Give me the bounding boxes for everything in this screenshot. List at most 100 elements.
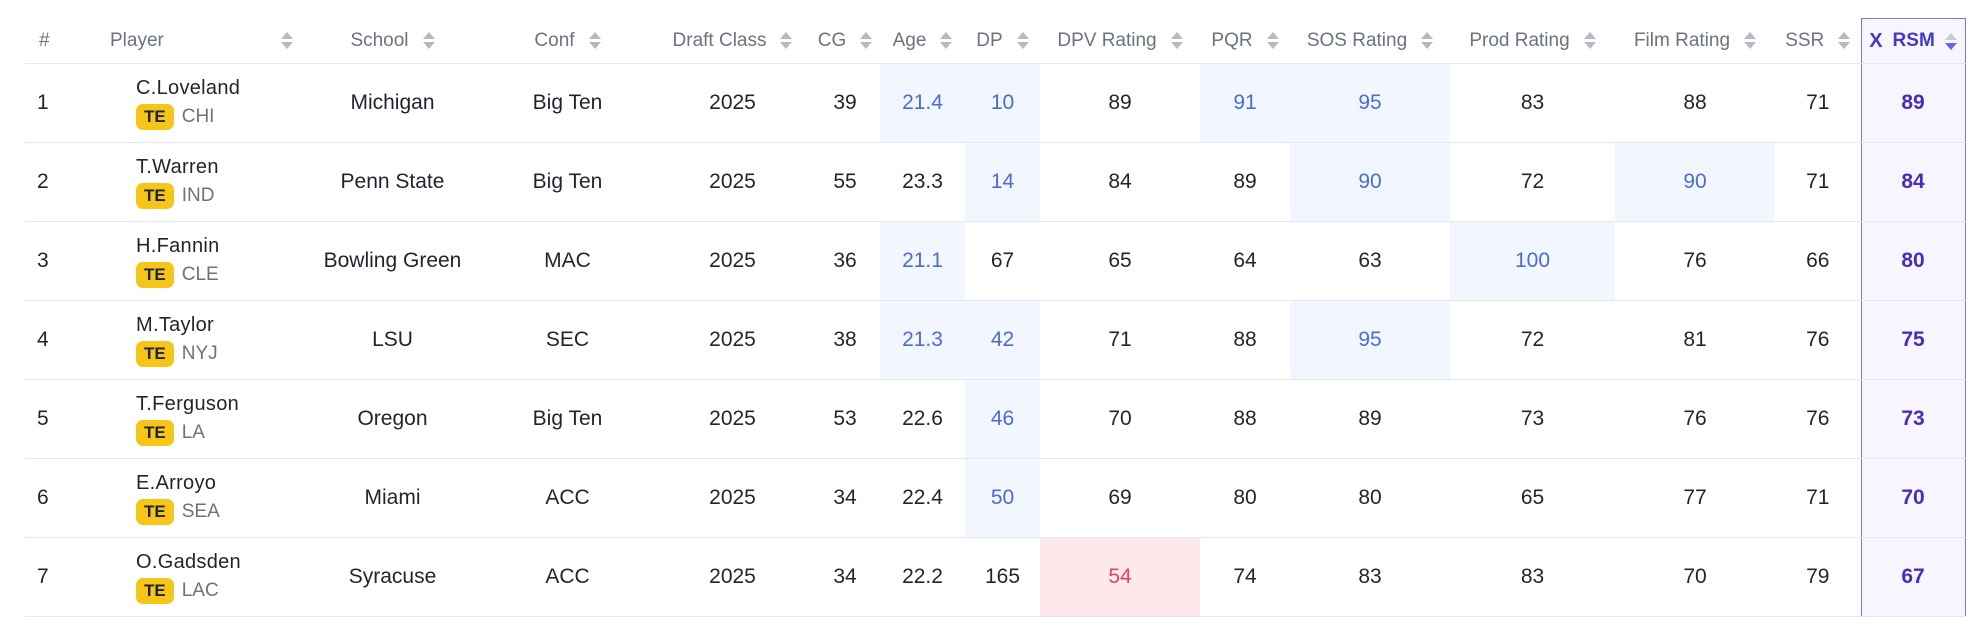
col-header-conf[interactable]: Conf [480,18,655,64]
position-badge: TE [136,104,174,130]
col-header-pqr[interactable]: PQR [1200,18,1290,64]
position-badge: TE [136,341,174,367]
sort-icon[interactable] [1583,32,1596,50]
cell-prod: 73 [1450,379,1615,459]
cell-sos: 95 [1290,300,1450,380]
cell-sos: 63 [1290,221,1450,301]
cell-rank: 7 [25,537,80,617]
cell-draft-class: 2025 [655,142,810,222]
col-header-cg[interactable]: CG [810,18,880,64]
col-header-age[interactable]: Age [880,18,965,64]
cell-film: 88 [1615,63,1775,143]
col-header-film-rating[interactable]: Film Rating [1615,18,1775,64]
sort-desc-icon[interactable] [1944,32,1957,50]
table-body: 1 C.Loveland TE CHI Michigan Big Ten 2025 3… [25,63,1966,617]
sort-icon[interactable] [1266,32,1279,50]
cell-player[interactable]: T.Warren TE IND [80,142,305,222]
player-meta: TE IND [136,183,305,209]
col-header-school[interactable]: School [305,18,480,64]
cell-sos: 83 [1290,537,1450,617]
col-header-rank: # [25,18,80,64]
player-name[interactable]: E.Arroyo [136,472,217,494]
table-row[interactable]: 5 T.Ferguson TE LA Oregon Big Ten 2025 53 22… [25,379,1966,459]
sort-icon[interactable] [588,32,601,50]
table-row[interactable]: 2 T.Warren TE IND Penn State Big Ten 2025 5… [25,142,1966,222]
position-badge: TE [136,578,174,604]
sort-icon[interactable] [780,32,793,50]
cell-age: 22.6 [880,379,965,459]
cell-rsm: 67 [1860,537,1966,617]
table-row[interactable]: 3 H.Fannin TE CLE Bowling Green MAC 2025 36… [25,221,1966,301]
cell-ssr: 76 [1775,300,1861,380]
sort-icon[interactable] [422,32,435,50]
cell-sos: 80 [1290,458,1450,538]
player-name[interactable]: H.Fannin [136,235,220,257]
team-abbrev: LA [181,422,205,443]
position-badge: TE [136,262,174,288]
col-header-sos-rating[interactable]: SOS Rating [1290,18,1450,64]
cell-dp: 50 [965,458,1040,538]
cell-player[interactable]: O.Gadsden TE LAC [80,537,305,617]
col-header-player[interactable]: Player [80,18,305,64]
cell-dp: 67 [965,221,1040,301]
player-name[interactable]: T.Warren [136,156,219,178]
cell-cg: 36 [810,221,880,301]
cell-dp: 14 [965,142,1040,222]
cell-conf: Big Ten [480,63,655,143]
cell-prod: 83 [1450,537,1615,617]
player-name[interactable]: O.Gadsden [136,551,241,573]
cell-pqr: 80 [1200,458,1290,538]
team-abbrev: LAC [181,580,219,601]
table-row[interactable]: 1 C.Loveland TE CHI Michigan Big Ten 2025 3… [25,63,1966,143]
player-meta: TE CHI [136,104,305,130]
col-header-dp[interactable]: DP [965,18,1040,64]
col-header-dpv-rating[interactable]: DPV Rating [1040,18,1200,64]
sort-icon[interactable] [1838,32,1851,50]
sort-icon[interactable] [860,32,873,50]
sort-icon[interactable] [1016,32,1029,50]
cell-pqr: 64 [1200,221,1290,301]
cell-conf: SEC [480,300,655,380]
cell-age: 23.3 [880,142,965,222]
cell-player[interactable]: C.Loveland TE CHI [80,63,305,143]
cell-player[interactable]: H.Fannin TE CLE [80,221,305,301]
table-row[interactable]: 7 O.Gadsden TE LAC Syracuse ACC 2025 34 22.2… [25,537,1966,617]
sort-icon[interactable] [1170,32,1183,50]
cell-ssr: 79 [1775,537,1861,617]
sort-icon[interactable] [1421,32,1434,50]
player-name[interactable]: C.Loveland [136,77,241,99]
col-header-prod-rating[interactable]: Prod Rating [1450,18,1615,64]
cell-ssr: 71 [1775,458,1861,538]
cell-dp: 46 [965,379,1040,459]
cell-player[interactable]: M.Taylor TE NYJ [80,300,305,380]
rankings-table-container: # Player School Conf Draft Class CG Age … [25,18,1966,617]
table-row[interactable]: 6 E.Arroyo TE SEA Miami ACC 2025 34 22.4 50 69… [25,458,1966,538]
cell-dpv: 69 [1040,458,1200,538]
cell-film: 81 [1615,300,1775,380]
player-name[interactable]: M.Taylor [136,314,214,336]
player-meta: TE NYJ [136,341,305,367]
cell-school: Penn State [305,142,480,222]
col-header-draft-class[interactable]: Draft Class [655,18,810,64]
col-header-ssr[interactable]: SSR [1775,18,1861,64]
player-meta: TE LAC [136,578,305,604]
player-name[interactable]: T.Ferguson [136,393,240,415]
col-header-rsm[interactable]: X RSM [1860,18,1966,64]
cell-ssr: 71 [1775,63,1861,143]
cell-age: 21.4 [880,63,965,143]
cell-rsm: 70 [1860,458,1966,538]
team-abbrev: NYJ [181,343,218,364]
cell-player[interactable]: E.Arroyo TE SEA [80,458,305,538]
cell-draft-class: 2025 [655,221,810,301]
cell-school: LSU [305,300,480,380]
team-abbrev: CLE [181,264,219,285]
sort-icon[interactable] [940,32,953,50]
cell-cg: 34 [810,458,880,538]
cell-player[interactable]: T.Ferguson TE LA [80,379,305,459]
sort-icon[interactable] [281,32,293,50]
team-abbrev: SEA [181,501,220,522]
table-row[interactable]: 4 M.Taylor TE NYJ LSU SEC 2025 38 21.3 42 71 88… [25,300,1966,380]
cell-school: Bowling Green [305,221,480,301]
cell-draft-class: 2025 [655,458,810,538]
sort-icon[interactable] [1744,32,1757,50]
